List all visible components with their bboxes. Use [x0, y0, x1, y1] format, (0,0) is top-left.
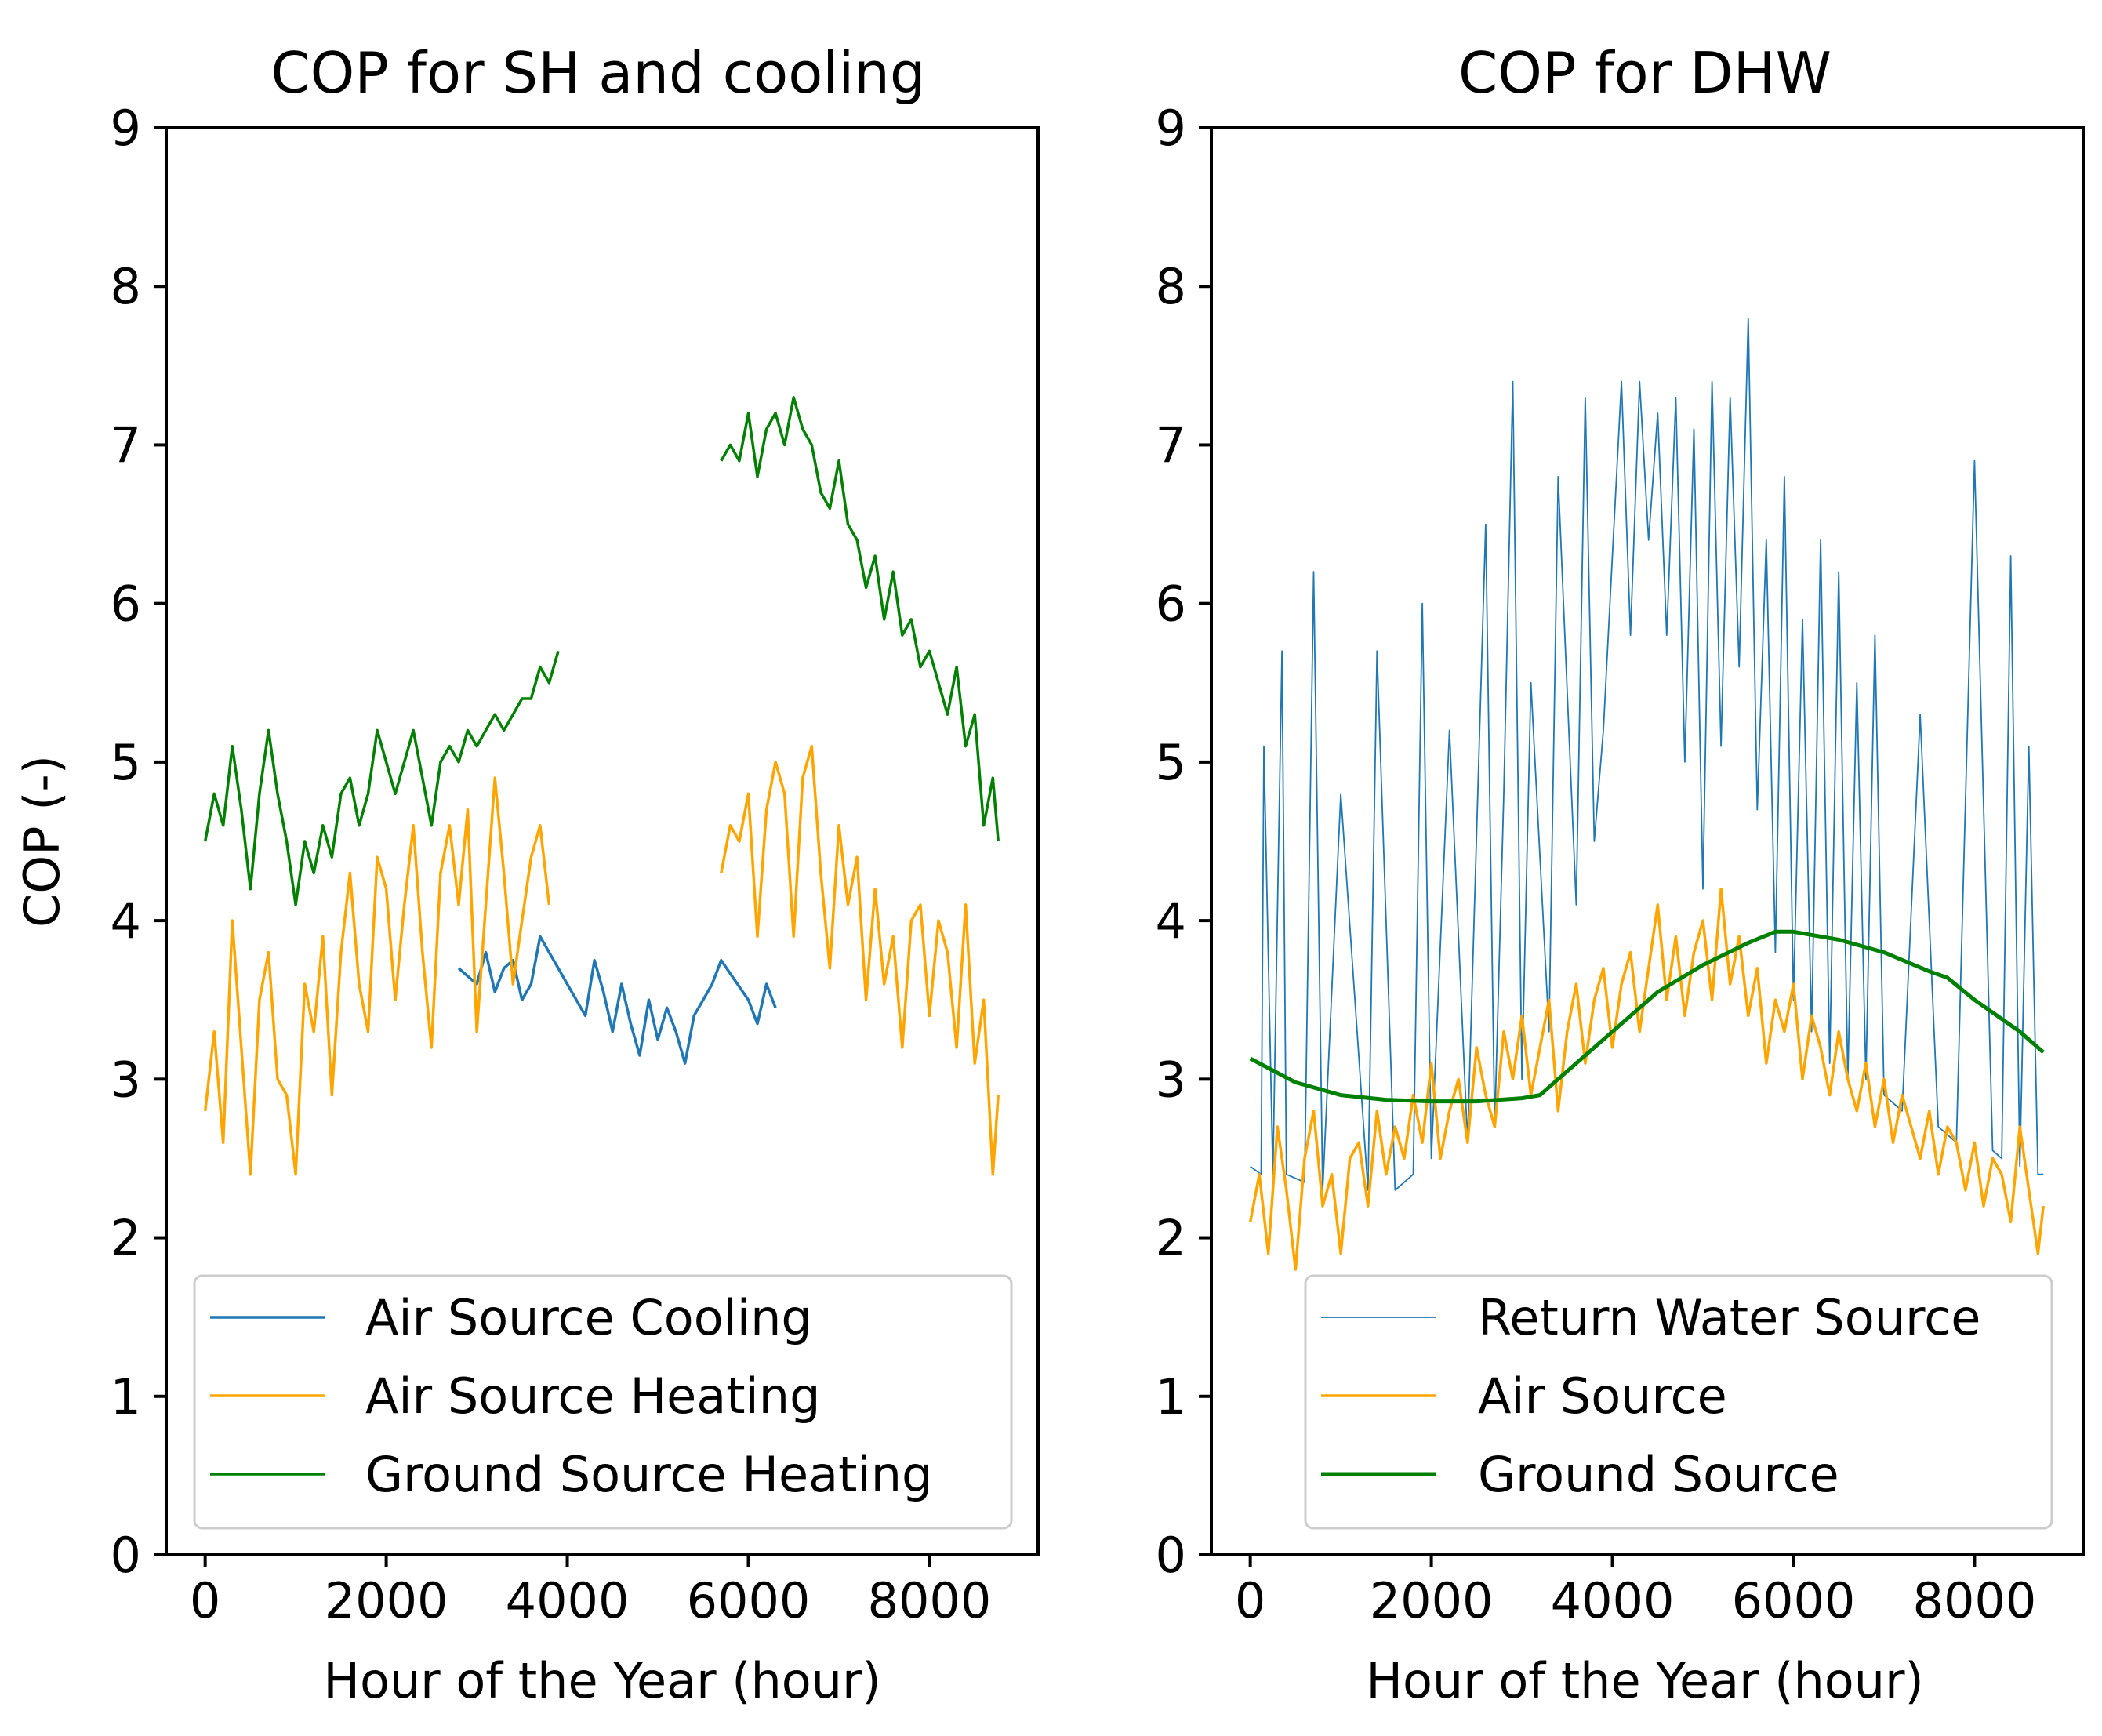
- x-tick-label: 8000: [1913, 1572, 2037, 1629]
- x-tick-label: 2000: [1370, 1572, 1494, 1629]
- legend-label: Air Source Heating: [365, 1367, 820, 1425]
- series-line-return-water-source: [1250, 317, 2044, 1191]
- series-line-air-source-cooling: [457, 935, 777, 1065]
- y-axis: 0 1 2 3 4 5 6 7 8 9: [111, 100, 166, 1584]
- series-line-air-source-heating: [203, 744, 1000, 1176]
- x-tick-label: 0: [190, 1572, 220, 1629]
- chart-title: COP for SH and cooling: [270, 40, 925, 106]
- x-axis: 0 2000 4000 6000 8000: [1235, 1555, 2036, 1629]
- y-tick-label: 4: [1156, 892, 1186, 950]
- plot-area: [203, 396, 1000, 1176]
- legend-label: Air Source Cooling: [365, 1289, 812, 1346]
- chart-title: COP for DHW: [1458, 40, 1832, 106]
- y-tick-label: 3: [1156, 1051, 1186, 1108]
- x-tick-label: 4000: [506, 1572, 630, 1629]
- x-tick-label: 6000: [687, 1572, 811, 1629]
- x-axis-label: Hour of the Year (hour): [1366, 1652, 1923, 1709]
- y-axis: 0 1 2 3 4 5 6 7 8 9: [1156, 100, 1211, 1584]
- y-tick-label: 1: [111, 1368, 141, 1425]
- legend-label: Ground Source: [1478, 1446, 1839, 1503]
- chart-dhw: COP for DHW 0 2000 4000 6000 8000 0 1 2 3 4 5 6 7 8 9…: [1156, 40, 2085, 1709]
- x-tick-label: 0: [1235, 1572, 1265, 1629]
- x-tick-label: 6000: [1732, 1572, 1856, 1629]
- x-axis: 0 2000 4000 6000 8000: [190, 1555, 991, 1629]
- y-tick-label: 5: [111, 734, 141, 791]
- plot-frame: [165, 126, 1040, 1556]
- legend-label: Air Source: [1478, 1367, 1727, 1425]
- y-tick-label: 3: [111, 1051, 141, 1108]
- y-tick-label: 0: [111, 1527, 141, 1584]
- y-tick-label: 1: [1156, 1368, 1186, 1425]
- plot-area: [1248, 317, 2045, 1271]
- legend-label: Ground Source Heating: [365, 1446, 932, 1503]
- y-tick-label: 9: [1156, 100, 1186, 157]
- y-tick-label: 2: [111, 1210, 141, 1267]
- y-tick-label: 7: [1156, 416, 1186, 474]
- x-tick-label: 4000: [1551, 1572, 1675, 1629]
- y-axis-label: COP (-): [13, 755, 71, 928]
- legend: Air Source Cooling Air Source Heating Grou…: [193, 1274, 1013, 1530]
- chart-sh-cooling: COP for SH and cooling 0 2000 4000 6000 8000…: [13, 40, 1040, 1709]
- x-axis-label: Hour of the Year (hour): [323, 1652, 880, 1709]
- legend-box: [1304, 1274, 2053, 1530]
- legend-box: [193, 1274, 1013, 1530]
- series-line-ground-source-heating: [203, 396, 1000, 906]
- y-tick-label: 4: [111, 892, 141, 950]
- legend: Return Water Source Air Source Ground Sour…: [1304, 1274, 2053, 1530]
- y-tick-label: 6: [111, 576, 141, 633]
- y-tick-label: 8: [1156, 258, 1186, 315]
- x-tick-label: 2000: [325, 1572, 448, 1629]
- y-tick-label: 5: [1156, 734, 1186, 791]
- y-tick-label: 8: [111, 258, 141, 315]
- y-tick-label: 9: [111, 100, 141, 157]
- plot-frame: [1210, 126, 2085, 1556]
- series-line-air-source: [1248, 887, 2045, 1271]
- y-tick-label: 2: [1156, 1210, 1186, 1267]
- x-tick-label: 8000: [868, 1572, 992, 1629]
- y-tick-label: 7: [111, 416, 141, 474]
- legend-label: Return Water Source: [1478, 1289, 1980, 1346]
- series-line-ground-source: [1249, 929, 2045, 1104]
- y-tick-label: 6: [1156, 576, 1186, 633]
- y-tick-label: 0: [1156, 1527, 1186, 1584]
